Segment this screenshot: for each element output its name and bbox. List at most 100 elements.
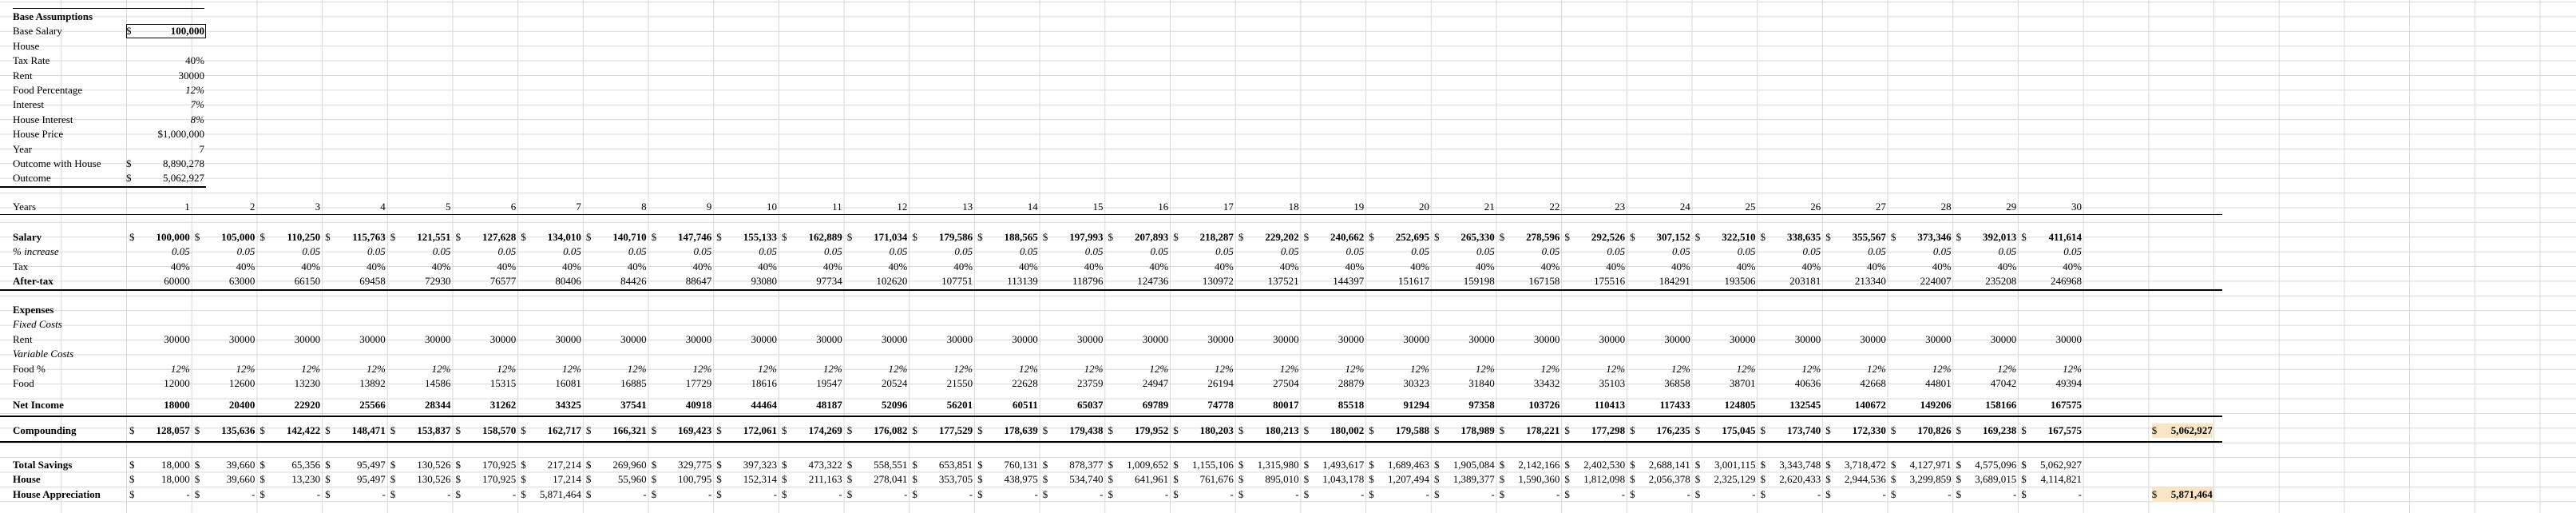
value-cell[interactable]: 0.05 [823, 245, 842, 258]
value-cell[interactable]: - [1425, 487, 1429, 500]
value-cell[interactable]: 93080 [751, 275, 777, 288]
value-cell[interactable]: 373,346 [1917, 231, 1952, 243]
value-cell[interactable]: - [838, 487, 842, 500]
value-cell[interactable]: 40% [1345, 260, 1365, 272]
value-cell[interactable]: 30000 [1990, 332, 2017, 345]
value-cell[interactable]: - [1686, 487, 1690, 500]
value-cell[interactable]: 178,639 [1004, 424, 1038, 436]
value-cell[interactable]: 269,960 [612, 459, 647, 471]
value-cell[interactable]: 4,575,096 [1975, 459, 2017, 471]
value-cell[interactable]: 172,061 [743, 424, 777, 436]
value-cell[interactable]: 12% [627, 362, 647, 375]
value-cell[interactable]: 179,438 [1069, 424, 1104, 436]
value-cell[interactable]: - [643, 487, 647, 500]
value-cell[interactable]: 4,127,971 [1909, 459, 1952, 471]
value-cell[interactable]: 140,710 [612, 231, 647, 243]
value-cell[interactable]: 12% [1932, 362, 1952, 375]
value-cell[interactable]: 1,155,106 [1191, 459, 1234, 471]
value-cell[interactable]: 760,131 [1004, 459, 1038, 471]
value-cell[interactable]: 174,269 [808, 424, 842, 436]
value-cell[interactable]: 6 [510, 201, 517, 213]
value-cell[interactable]: 44801 [1925, 377, 1952, 389]
value-cell[interactable]: 55,960 [617, 473, 647, 486]
value-cell[interactable]: - [1817, 487, 1821, 500]
value-cell[interactable]: 2,402,530 [1583, 459, 1626, 471]
value-cell[interactable]: 76577 [489, 275, 517, 288]
value-cell[interactable]: 12% [170, 362, 190, 375]
value-cell[interactable]: 30000 [1076, 332, 1104, 345]
value-cell[interactable]: 40% [1018, 260, 1038, 272]
value-cell[interactable]: 14 [1027, 201, 1038, 213]
value-cell[interactable]: 2,688,141 [1648, 459, 1690, 471]
value-cell[interactable]: 2,944,536 [1844, 473, 1886, 486]
value-cell[interactable]: 40% [562, 260, 581, 272]
value-cell[interactable]: 149206 [1920, 399, 1952, 411]
value-cell[interactable]: 30000 [1599, 332, 1626, 345]
value-cell[interactable]: 12% [1018, 362, 1038, 375]
value-cell[interactable]: 13,230 [291, 473, 321, 486]
value-cell[interactable]: 0.05 [759, 245, 777, 258]
value-cell[interactable]: 36858 [1664, 377, 1690, 389]
value-cell[interactable]: - [1360, 487, 1365, 500]
value-cell[interactable]: 167575 [2050, 399, 2082, 411]
value-cell[interactable]: 411,614 [2048, 231, 2082, 243]
value-cell[interactable]: 34325 [555, 399, 581, 411]
value-cell[interactable]: 102620 [876, 275, 908, 288]
value-cell[interactable]: 40% [1475, 260, 1495, 272]
value-cell[interactable]: 12% [431, 362, 451, 375]
value-cell[interactable]: 12% [1475, 362, 1495, 375]
value-cell[interactable]: 60511 [1012, 399, 1038, 411]
value-cell[interactable]: 355,567 [1852, 231, 1886, 243]
value-cell[interactable]: 72930 [424, 275, 451, 288]
value-cell[interactable]: 40% [1867, 260, 1886, 272]
value-cell[interactable]: 252,695 [1395, 231, 1429, 243]
value-cell[interactable]: 30000 [359, 332, 386, 345]
value-cell[interactable]: 30000 [2055, 332, 2082, 345]
value-cell[interactable]: 22 [1549, 201, 1560, 213]
value-cell[interactable]: 12000 [164, 377, 190, 389]
value-cell[interactable]: 115,763 [352, 231, 386, 243]
value-cell[interactable]: 3,689,015 [1975, 473, 2017, 486]
value-cell[interactable]: 30000 [489, 332, 517, 345]
value-cell[interactable]: 47042 [1990, 377, 2017, 389]
value-cell[interactable]: 1,812,098 [1583, 473, 1626, 486]
value-cell[interactable]: 170,925 [482, 473, 517, 486]
value-cell[interactable]: 170,925 [482, 459, 517, 471]
value-cell[interactable]: 353,705 [938, 473, 973, 486]
value-cell[interactable]: 30000 [1142, 332, 1169, 345]
value-cell[interactable]: 12% [692, 362, 712, 375]
value-cell[interactable]: 0.05 [1084, 245, 1104, 258]
value-cell[interactable]: 100,795 [678, 473, 712, 486]
value-cell[interactable]: 9 [706, 201, 712, 213]
value-cell[interactable]: 307,152 [1656, 231, 1690, 243]
value-cell[interactable]: 84426 [620, 275, 647, 288]
value-cell[interactable]: 167158 [1528, 275, 1560, 288]
value-cell[interactable]: 17 [1223, 201, 1234, 213]
value-cell[interactable]: 176,082 [874, 424, 908, 436]
value-cell[interactable]: 12% [758, 362, 777, 375]
value-cell[interactable]: 12% [822, 362, 842, 375]
value-cell[interactable]: 31262 [489, 399, 517, 411]
value-cell[interactable]: 13 [962, 201, 973, 213]
value-cell[interactable]: 30000 [294, 332, 321, 345]
value-cell[interactable]: 12% [888, 362, 908, 375]
value-cell[interactable]: 23 [1615, 201, 1626, 213]
value-cell[interactable]: 3,299,859 [1909, 473, 1952, 486]
value-cell[interactable]: 40% [1540, 260, 1560, 272]
value-cell[interactable]: 12% [301, 362, 321, 375]
value-cell[interactable]: 179,586 [938, 231, 973, 243]
value-cell[interactable]: 10 [766, 201, 777, 213]
value-cell[interactable]: 0.05 [1998, 245, 2017, 258]
value-cell[interactable]: 30000 [751, 332, 777, 345]
value-cell[interactable]: 0.05 [1411, 245, 1429, 258]
value-cell[interactable]: 30000 [685, 332, 712, 345]
value-cell[interactable]: 30000 [1533, 332, 1560, 345]
value-cell[interactable]: 1,689,463 [1387, 459, 1429, 471]
value-cell[interactable]: 40% [1606, 260, 1626, 272]
value-cell[interactable]: 30000 [1468, 332, 1495, 345]
value-cell[interactable]: 40% [1670, 260, 1690, 272]
value-cell[interactable]: 188,565 [1004, 231, 1038, 243]
value-cell[interactable]: 152,314 [743, 473, 777, 486]
value-cell[interactable]: 3 [315, 201, 321, 213]
